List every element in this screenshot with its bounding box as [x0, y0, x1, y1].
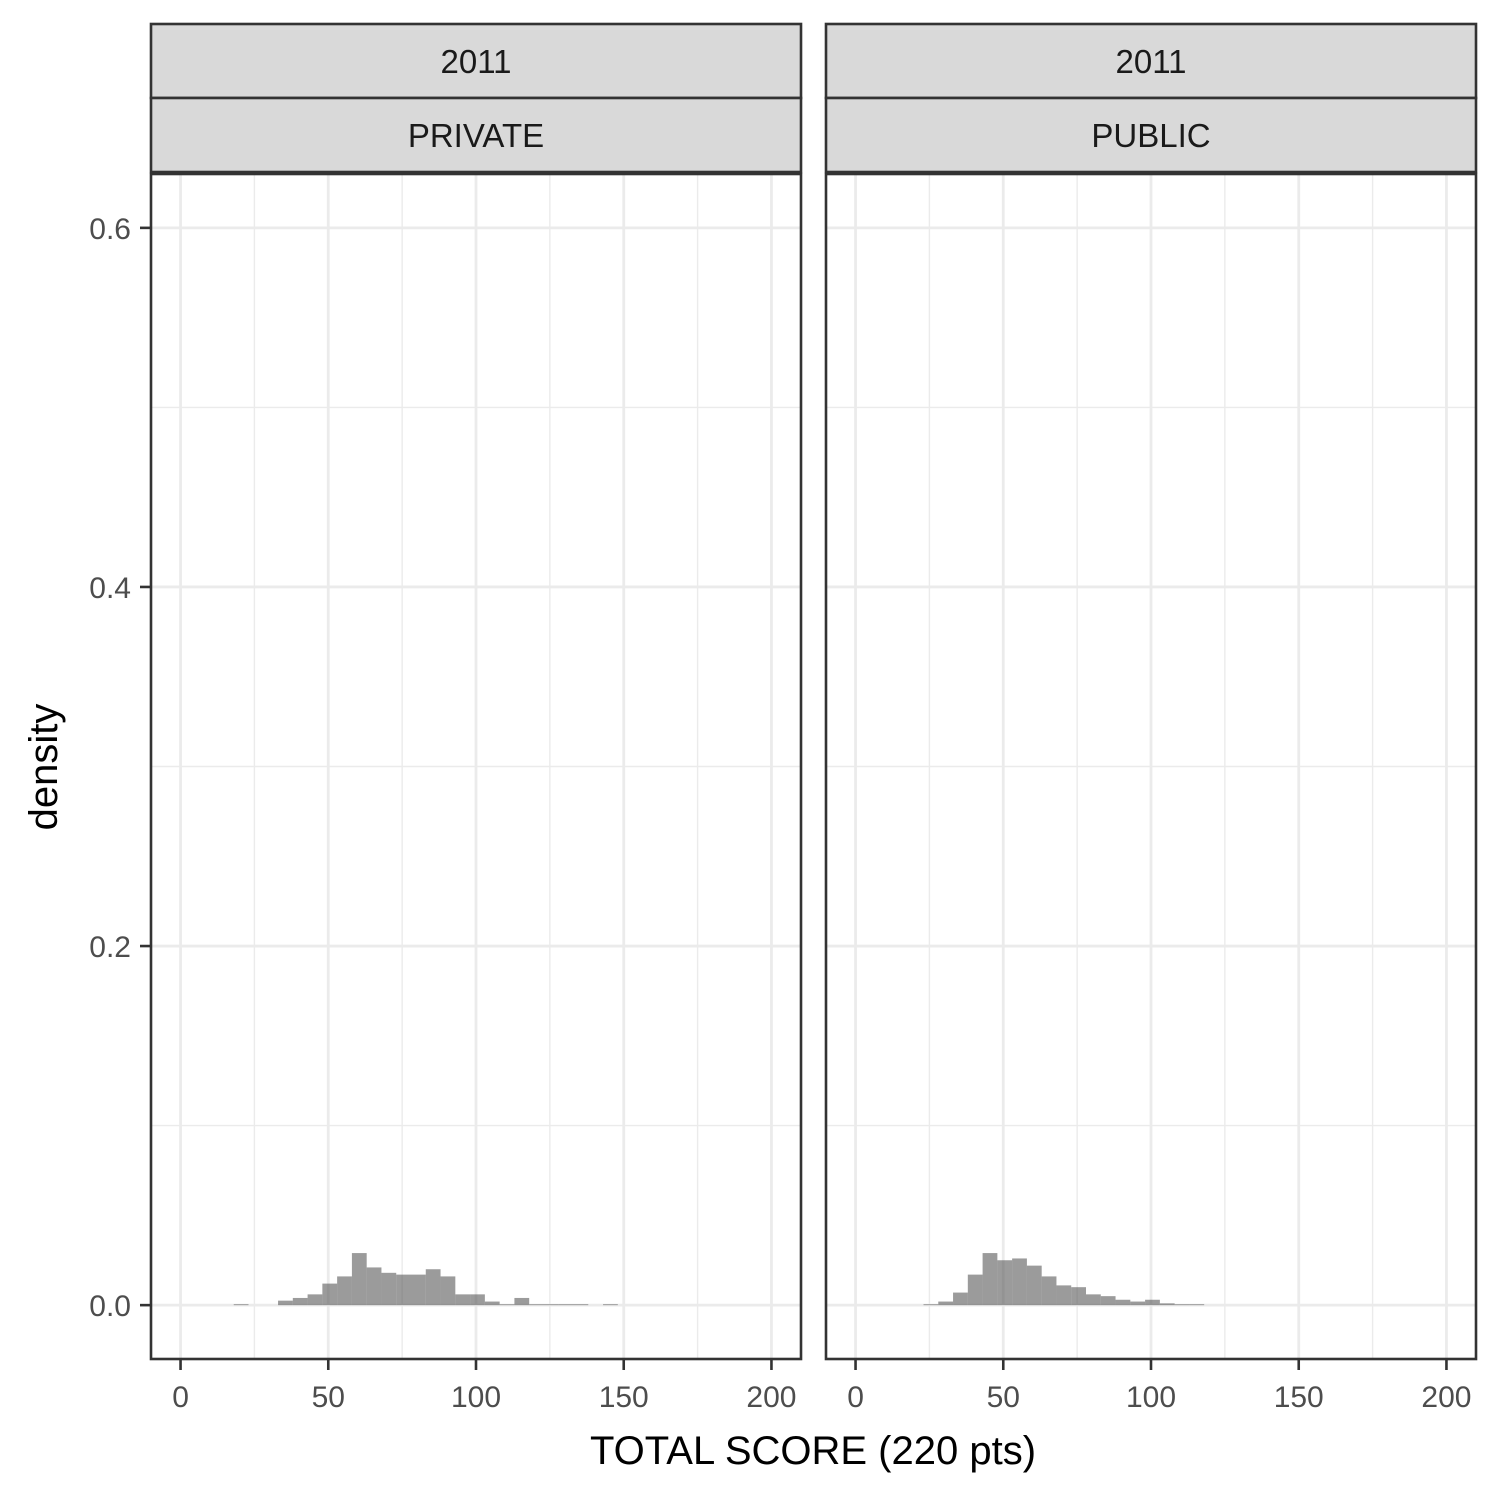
histogram-bar	[484, 1301, 500, 1306]
histogram-bar	[1189, 1304, 1205, 1306]
x-tick-label: 50	[312, 1381, 345, 1414]
strip-year-background	[824, 22, 1478, 100]
histogram-bar	[1130, 1301, 1146, 1306]
histogram-bar	[558, 1304, 574, 1306]
x-tick-label: 200	[1421, 1381, 1471, 1414]
strip-type-label: PRIVATE	[408, 117, 544, 154]
y-tick-label: 0.2	[89, 931, 131, 964]
histogram-bar	[366, 1267, 382, 1306]
histogram-bar	[529, 1304, 544, 1306]
histogram-bar	[1041, 1276, 1057, 1306]
strip-type-background	[824, 96, 1478, 174]
y-tick-label: 0.0	[89, 1290, 131, 1323]
histogram-bar	[603, 1304, 618, 1306]
histogram-bar	[1100, 1296, 1116, 1306]
histogram-bar	[470, 1294, 485, 1306]
strip-year-label: 2011	[441, 43, 512, 80]
histogram-bar	[997, 1260, 1013, 1306]
panel-public: 2011 PUBLIC 0 50 100 150 200	[824, 22, 1478, 1414]
x-tick-label: 200	[746, 1381, 796, 1414]
histogram-bar	[1115, 1299, 1131, 1306]
histogram-bar	[381, 1272, 397, 1306]
histogram-bar	[573, 1304, 589, 1306]
strip-type-label: PUBLIC	[1091, 117, 1210, 154]
histogram-bar	[953, 1292, 968, 1306]
histogram-bar	[967, 1274, 983, 1306]
histogram-bar	[322, 1283, 338, 1306]
x-tick-label: 0	[172, 1381, 189, 1414]
x-tick-label: 50	[987, 1381, 1020, 1414]
histogram-bar	[1012, 1258, 1027, 1306]
strip-year-label: 2011	[1116, 43, 1187, 80]
x-tick-label: 100	[451, 1381, 501, 1414]
histogram-bar	[307, 1294, 323, 1306]
histogram-bar	[1056, 1285, 1072, 1306]
x-tick-label: 0	[847, 1381, 864, 1414]
histogram-bar	[982, 1253, 998, 1306]
x-tick-label: 150	[599, 1381, 649, 1414]
histogram-bar	[351, 1253, 367, 1306]
histogram-bar	[514, 1297, 530, 1306]
histogram-bar	[1174, 1304, 1190, 1306]
histogram-bar	[1071, 1287, 1086, 1306]
histogram-bar	[543, 1304, 559, 1306]
strip-type-background	[149, 96, 803, 174]
histogram-bar	[396, 1274, 411, 1306]
y-axis-title: density	[22, 704, 66, 831]
histogram-bar	[1145, 1299, 1160, 1306]
histogram-bar	[425, 1269, 441, 1306]
x-axis-title: TOTAL SCORE (220 pts)	[590, 1429, 1036, 1473]
histogram-bar	[440, 1276, 456, 1306]
y-tick-label: 0.6	[89, 213, 131, 246]
histogram-bar	[1159, 1303, 1175, 1306]
histogram-bar	[233, 1304, 249, 1306]
x-tick-label: 100	[1126, 1381, 1176, 1414]
histogram-bar	[923, 1304, 939, 1306]
y-tick-label: 0.4	[89, 572, 131, 605]
histogram-bar	[1086, 1294, 1101, 1306]
histogram-bar	[278, 1300, 293, 1306]
histogram-bar	[1026, 1265, 1042, 1306]
histogram-bar	[938, 1301, 954, 1306]
histogram-bar	[411, 1274, 426, 1306]
histogram-bar	[499, 1304, 515, 1306]
histogram-bar	[337, 1276, 352, 1306]
x-tick-label: 150	[1274, 1381, 1324, 1414]
panel-private: 2011 PRIVATE 0 50 100 150 200 0.0 0.2 0.4 0.6	[89, 22, 803, 1414]
histogram-bar	[455, 1294, 471, 1306]
histogram-bar	[292, 1297, 308, 1306]
